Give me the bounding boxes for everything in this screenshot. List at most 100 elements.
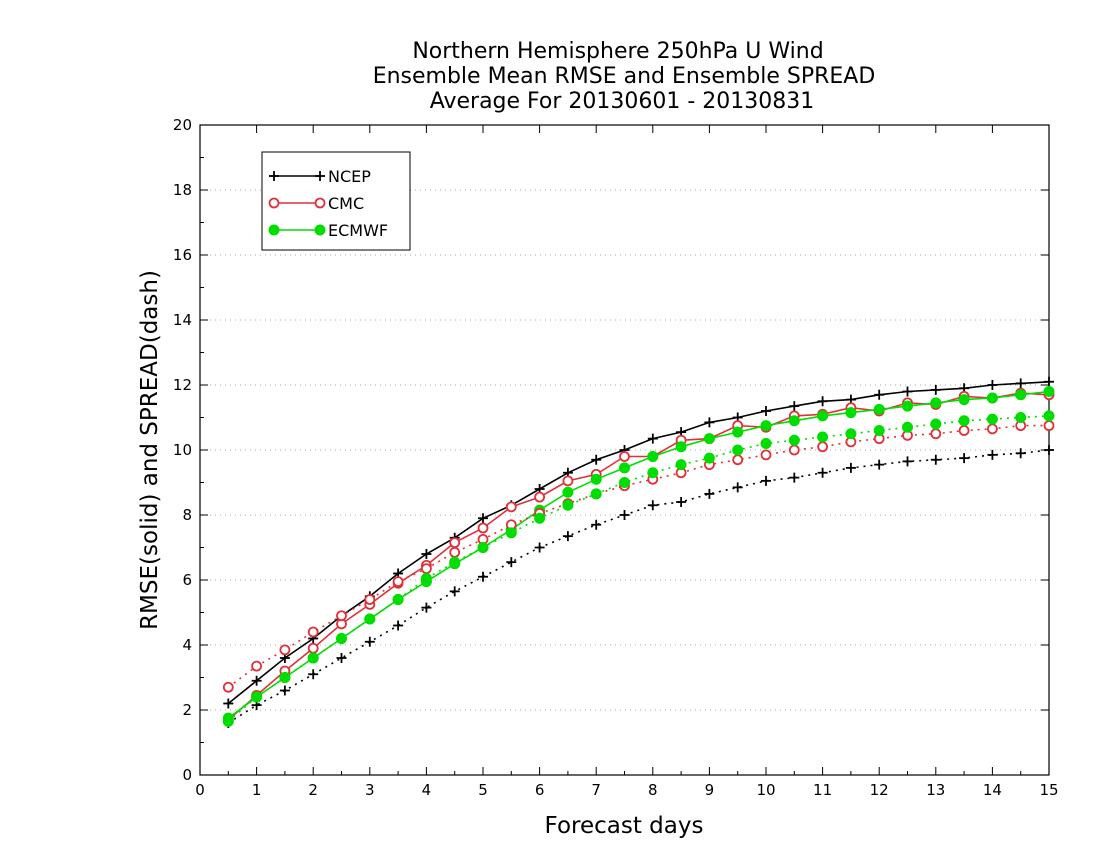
series-line	[227, 381, 1050, 705]
legend-marker	[268, 224, 280, 236]
data-point	[534, 542, 545, 553]
data-point	[336, 610, 347, 622]
y-tick-label: 8	[182, 506, 192, 524]
legend-marker	[314, 224, 326, 236]
data-point	[1015, 448, 1026, 459]
x-axis-label: Forecast days	[545, 813, 704, 839]
x-tick-label: 11	[813, 781, 832, 799]
y-tick-label: 10	[173, 441, 192, 459]
x-tick-label: 0	[195, 781, 205, 799]
data-point	[1015, 389, 1027, 401]
data-point	[647, 467, 659, 479]
data-point	[675, 459, 687, 471]
data-point	[307, 642, 319, 654]
x-tick-label: 8	[648, 781, 658, 799]
series-cmc-spread	[222, 420, 1055, 693]
data-point	[562, 486, 574, 498]
data-point	[619, 477, 630, 488]
y-axis-label: RMSE(solid) and SPREAD(dash)	[137, 270, 163, 630]
data-point	[902, 400, 913, 412]
x-tick-label: 7	[591, 781, 601, 799]
data-point	[449, 546, 461, 558]
data-point	[1015, 412, 1027, 423]
data-point	[307, 626, 319, 638]
data-point	[336, 653, 347, 663]
y-tick-label: 4	[182, 636, 192, 654]
data-point	[562, 531, 573, 542]
data-point	[336, 633, 347, 644]
data-point	[392, 594, 404, 605]
data-point	[251, 691, 263, 703]
data-point	[308, 669, 319, 680]
data-point	[1043, 410, 1055, 422]
x-tick-label: 4	[422, 781, 432, 799]
data-point	[478, 571, 488, 582]
data-point	[647, 451, 659, 462]
data-point	[477, 542, 489, 553]
data-point	[732, 482, 743, 493]
data-point	[789, 472, 800, 483]
data-point	[251, 675, 262, 686]
data-point	[647, 500, 658, 511]
y-tick-label: 14	[173, 311, 192, 329]
data-point	[873, 403, 885, 415]
data-point	[591, 519, 602, 530]
data-point	[420, 572, 432, 584]
data-point	[1043, 386, 1055, 397]
data-point	[222, 715, 234, 727]
x-tick-label: 10	[756, 781, 775, 799]
series-ecmwf-spread	[222, 410, 1055, 727]
data-point	[817, 467, 828, 478]
data-point	[279, 685, 290, 696]
data-point	[478, 513, 488, 524]
x-tick-label: 6	[535, 781, 545, 799]
data-point	[1044, 376, 1054, 387]
series-ecmwf-rmse	[222, 386, 1055, 724]
data-point	[251, 660, 263, 672]
data-point	[987, 423, 998, 435]
data-point	[732, 426, 744, 438]
data-point	[930, 384, 941, 395]
data-point	[392, 576, 404, 588]
legend-item: NCEP	[269, 167, 371, 186]
y-tick-label: 16	[173, 246, 192, 264]
data-point	[421, 602, 432, 613]
data-point	[930, 418, 942, 430]
data-point	[591, 454, 602, 465]
data-point	[393, 620, 404, 631]
x-tick-label: 2	[308, 781, 318, 799]
data-point	[987, 380, 998, 390]
data-point	[789, 401, 800, 412]
data-point	[590, 488, 602, 500]
data-point	[562, 475, 574, 487]
y-tick-label: 6	[182, 571, 192, 589]
y-tick-label: 12	[173, 376, 192, 394]
chart-title-line-2: Ensemble Mean RMSE and Ensemble SPREAD	[373, 64, 876, 89]
data-point	[760, 449, 772, 461]
data-point	[619, 451, 630, 462]
data-point	[562, 499, 574, 511]
data-point	[902, 386, 913, 397]
data-point	[1043, 420, 1055, 432]
data-point	[222, 681, 234, 693]
y-tick-label: 20	[173, 116, 192, 134]
legend-marker	[314, 197, 326, 209]
data-point	[958, 394, 970, 406]
data-point	[845, 407, 857, 419]
data-point	[449, 556, 461, 568]
legend-item: CMC	[268, 194, 364, 213]
series	[222, 376, 1055, 728]
series-cmc-rmse	[222, 387, 1055, 726]
legend-marker	[268, 197, 280, 209]
data-point	[986, 392, 998, 404]
data-point	[902, 456, 913, 467]
data-point	[223, 698, 234, 709]
data-point	[675, 441, 687, 453]
chart-title-line-1: Northern Hemisphere 250hPa U Wind	[412, 39, 823, 64]
y-tick-label: 18	[173, 181, 192, 199]
data-point	[364, 636, 375, 647]
data-point	[619, 510, 630, 520]
x-tick-label: 12	[870, 781, 889, 799]
legend-label: CMC	[328, 194, 364, 213]
